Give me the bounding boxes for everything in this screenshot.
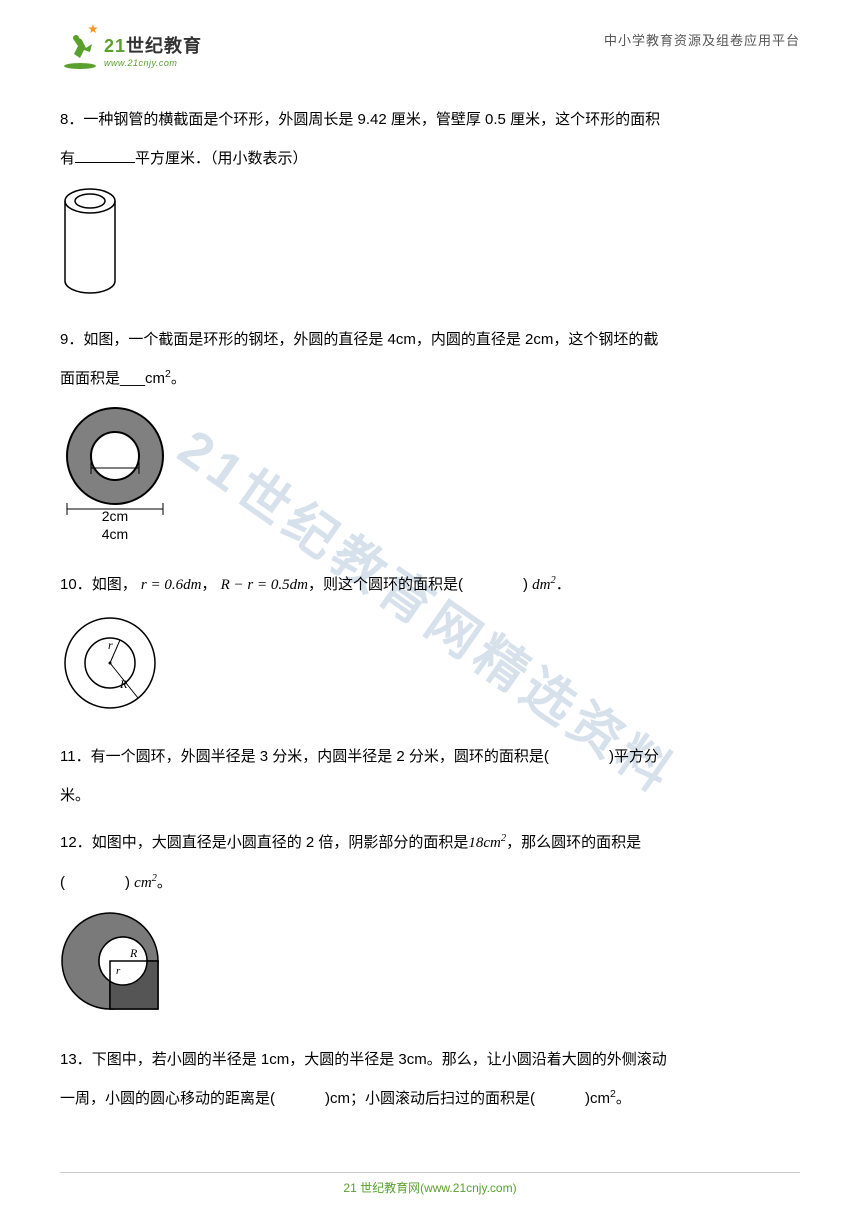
- q12-formula: 18cm: [468, 835, 501, 851]
- q10-label-R: R: [119, 677, 128, 691]
- q9-label-2cm: 2cm: [102, 508, 128, 524]
- question-12-text-cont: () cm2。: [60, 863, 800, 903]
- q12-t5: 。: [157, 874, 172, 891]
- q13-number: 13．: [60, 1051, 92, 1068]
- ring-square-icon: R r: [60, 911, 165, 1016]
- question-10: 10．如图， r = 0.6dm， R − r = 0.5dm，则这个圆环的面积…: [60, 565, 800, 725]
- q11-t3: 米。: [60, 787, 90, 804]
- q13-t5: 。: [616, 1090, 631, 1107]
- q10-figure: r R: [60, 613, 800, 725]
- q11-t2: )平方分: [609, 748, 659, 765]
- q12-t4: ): [125, 874, 130, 891]
- q9-figure: 2cm 4cm: [60, 406, 800, 553]
- q13-t4: )cm: [585, 1090, 610, 1107]
- question-11-text-cont: 米。: [60, 776, 800, 815]
- concentric-circles-icon: r R: [60, 613, 160, 713]
- q13-t1: 下图中，若小圆的半径是 1cm，大圆的半径是 3cm。那么，让小圆沿着大圆的外侧…: [92, 1051, 667, 1068]
- q9-line1: 如图，一个截面是环形的钢坯，外圆的直径是 4cm，内圆的直径是 2cm，这个钢坯…: [83, 331, 658, 348]
- question-9-text: 9．如图，一个截面是环形的钢坯，外圆的直径是 4cm，内圆的直径是 2cm，这个…: [60, 320, 800, 359]
- q8-number: 8．: [60, 111, 83, 128]
- annulus-icon: 2cm 4cm: [60, 406, 170, 541]
- question-10-text: 10．如图， r = 0.6dm， R − r = 0.5dm，则这个圆环的面积…: [60, 565, 800, 605]
- q10-t1: 如图，: [92, 576, 137, 593]
- q10-label-r: r: [108, 638, 113, 652]
- logo-runner-icon: [60, 30, 100, 70]
- q8-line2a: 有: [60, 150, 75, 167]
- logo-edu: 世纪教育: [126, 36, 202, 56]
- q10-t4: ): [523, 576, 528, 593]
- q10-unit: dm: [532, 577, 550, 593]
- q11-t1: 有一个圆环，外圆半径是 3 分米，内圆半径是 2 分米，圆环的面积是(: [91, 748, 549, 765]
- q10-t3: ，则这个圆环的面积是(: [308, 576, 463, 593]
- logo-text: 21世纪教育 www.21cnjy.com: [104, 32, 202, 68]
- logo-url: www.21cnjy.com: [104, 58, 202, 68]
- q10-t5: ．: [556, 576, 571, 593]
- question-9-text-cont: 面面积是___cm2。: [60, 359, 800, 398]
- logo: 21世纪教育 www.21cnjy.com: [60, 30, 202, 70]
- q11-number: 11．: [60, 748, 91, 765]
- q8-line2b: 平方厘米．（用小数表示）: [135, 150, 308, 167]
- q8-figure: [60, 186, 800, 308]
- q12-label-R: R: [129, 946, 138, 960]
- header-platform-text: 中小学教育资源及组卷应用平台: [604, 30, 800, 49]
- logo-title: 21世纪教育: [104, 32, 202, 58]
- q8-line1: 一种钢管的横截面是个环形，外圆周长是 9.42 厘米，管壁厚 0.5 厘米，这个…: [83, 111, 660, 128]
- question-12: 12．如图中，大圆直径是小圆直径的 2 倍，阴影部分的面积是18cm2，那么圆环…: [60, 823, 800, 1028]
- q12-figure: R r: [60, 911, 800, 1028]
- question-13-text: 13．下图中，若小圆的半径是 1cm，大圆的半径是 3cm。那么，让小圆沿着大圆…: [60, 1040, 800, 1079]
- question-8-text-cont: 有 平方厘米．（用小数表示）: [60, 139, 800, 178]
- question-11: 11．有一个圆环，外圆半径是 3 分米，内圆半径是 2 分米，圆环的面积是( )平…: [60, 737, 800, 815]
- question-12-text: 12．如图中，大圆直径是小圆直径的 2 倍，阴影部分的面积是18cm2，那么圆环…: [60, 823, 800, 863]
- q12-t1: 如图中，大圆直径是小圆直径的 2 倍，阴影部分的面积是: [92, 834, 469, 851]
- q10-formula1: r = 0.6dm: [141, 577, 202, 593]
- question-9: 9．如图，一个截面是环形的钢坯，外圆的直径是 4cm，内圆的直径是 2cm，这个…: [60, 320, 800, 553]
- question-8-text: 8．一种钢管的横截面是个环形，外圆周长是 9.42 厘米，管壁厚 0.5 厘米，…: [60, 100, 800, 139]
- q9-line3: 。: [171, 370, 186, 387]
- q9-label-4cm: 4cm: [102, 526, 128, 541]
- q12-number: 12．: [60, 834, 92, 851]
- question-13-text-cont: 一周，小圆的圆心移动的距离是()cm；小圆滚动后扫过的面积是()cm2。: [60, 1079, 800, 1118]
- footer-text: 21 世纪教育网(www.21cnjy.com): [343, 1181, 516, 1195]
- q13-t2: 一周，小圆的圆心移动的距离是(: [60, 1090, 275, 1107]
- q12-unit: cm: [134, 875, 152, 891]
- pipe-icon: [60, 186, 120, 296]
- question-13: 13．下图中，若小圆的半径是 1cm，大圆的半径是 3cm。那么，让小圆沿着大圆…: [60, 1040, 800, 1118]
- q13-t3: )cm；小圆滚动后扫过的面积是(: [325, 1090, 535, 1107]
- q9-line2: 面面积是___cm: [60, 370, 165, 387]
- question-11-text: 11．有一个圆环，外圆半径是 3 分米，内圆半径是 2 分米，圆环的面积是( )平…: [60, 737, 800, 776]
- q9-number: 9．: [60, 331, 83, 348]
- q12-t3: (: [60, 874, 65, 891]
- q8-blank: [75, 148, 135, 163]
- q10-t2: ，: [201, 576, 216, 593]
- page-footer: 21 世纪教育网(www.21cnjy.com): [60, 1172, 800, 1196]
- logo-21: 21: [104, 36, 126, 56]
- page-content: 8．一种钢管的横截面是个环形，外圆周长是 9.42 厘米，管壁厚 0.5 厘米，…: [0, 80, 860, 1166]
- q10-formula2: R − r = 0.5dm: [221, 577, 308, 593]
- question-8: 8．一种钢管的横截面是个环形，外圆周长是 9.42 厘米，管壁厚 0.5 厘米，…: [60, 100, 800, 308]
- page-header: 21世纪教育 www.21cnjy.com 中小学教育资源及组卷应用平台: [0, 0, 860, 80]
- q12-t2: ，那么圆环的面积是: [506, 834, 641, 851]
- q12-label-r: r: [116, 965, 121, 977]
- q10-number: 10．: [60, 576, 92, 593]
